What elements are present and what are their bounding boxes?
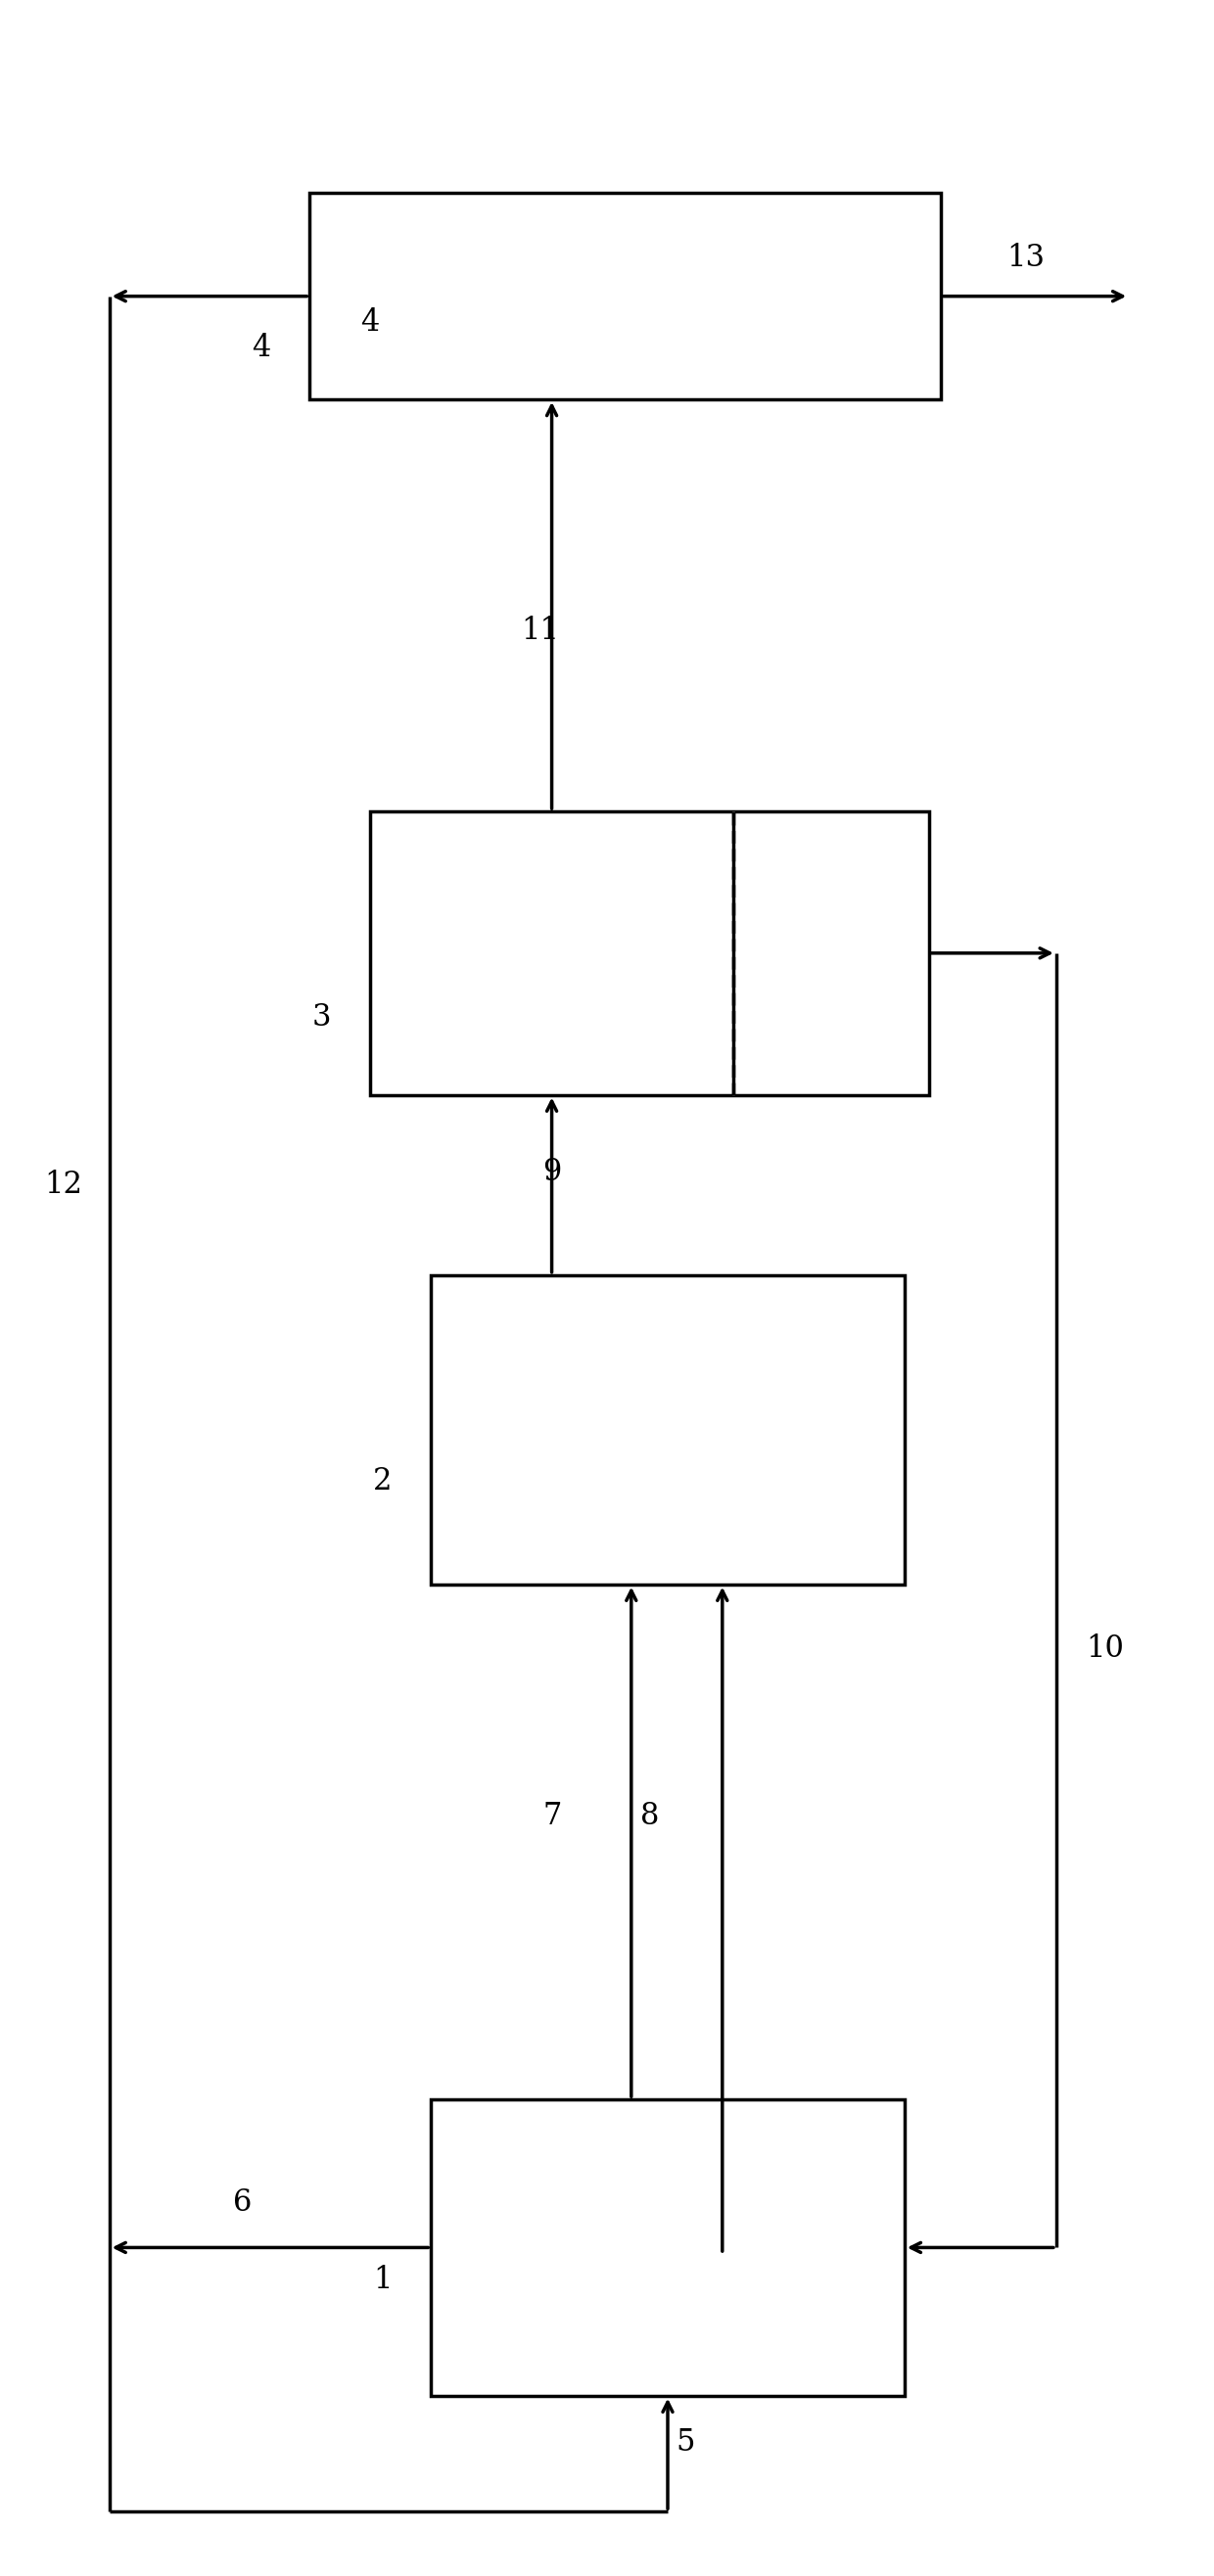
Text: 8: 8 — [640, 1801, 659, 1832]
Bar — [370, 811, 929, 1095]
Text: 2: 2 — [373, 1466, 392, 1497]
Bar — [431, 1275, 904, 1584]
Text: 4: 4 — [361, 307, 380, 337]
Text: 12: 12 — [44, 1170, 83, 1200]
Text: 13: 13 — [1006, 242, 1045, 273]
Text: 6: 6 — [233, 2187, 253, 2218]
Text: 5: 5 — [676, 2427, 696, 2458]
Text: 10: 10 — [1085, 1633, 1124, 1664]
Text: 11: 11 — [521, 616, 560, 647]
Text: 4: 4 — [251, 332, 271, 363]
Bar — [431, 2099, 904, 2396]
Text: 3: 3 — [312, 1002, 331, 1033]
Text: 1: 1 — [373, 2264, 392, 2295]
Text: 9: 9 — [543, 1157, 562, 1188]
Text: 7: 7 — [543, 1801, 562, 1832]
Bar — [310, 193, 941, 399]
